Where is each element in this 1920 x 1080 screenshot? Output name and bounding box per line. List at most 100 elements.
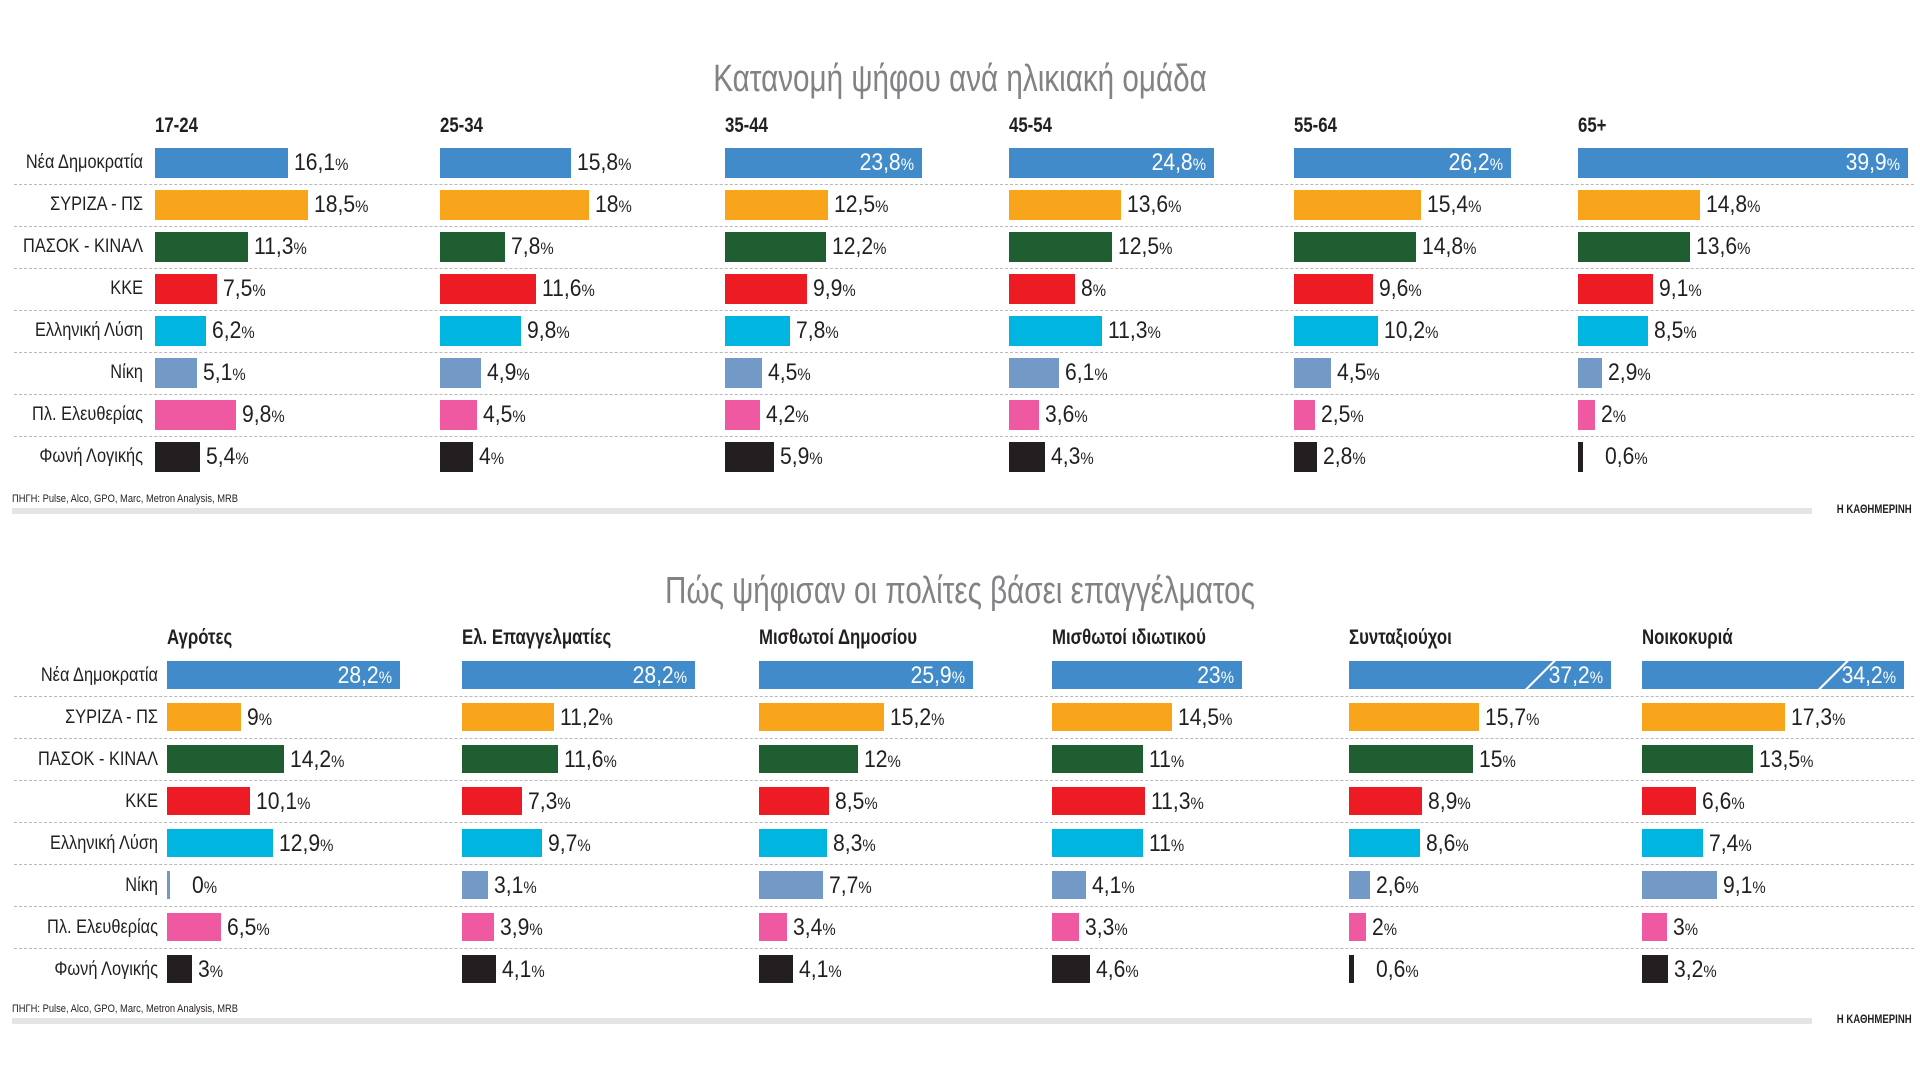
data-label: 2,8% bbox=[1323, 445, 1366, 469]
bar-5-4 bbox=[1642, 829, 1703, 857]
data-label: 7,7% bbox=[829, 874, 872, 898]
data-label-unit: % bbox=[252, 281, 266, 300]
data-label: 18,5% bbox=[314, 193, 368, 217]
data-label-number: 6,6 bbox=[1702, 788, 1732, 815]
bar-2-6 bbox=[725, 400, 760, 430]
bar-4-3 bbox=[1294, 274, 1373, 304]
data-label-number: 5,4 bbox=[206, 443, 236, 470]
data-label-unit: % bbox=[1121, 878, 1135, 897]
bar-3-6 bbox=[1009, 400, 1039, 430]
data-label: 2,5% bbox=[1321, 403, 1364, 427]
data-label-unit: % bbox=[828, 962, 842, 981]
party-label: Φωνή Λογικής bbox=[54, 959, 158, 980]
data-label: 12,5% bbox=[1118, 235, 1172, 259]
bar-2-4 bbox=[759, 829, 827, 857]
data-label-number: 11,3 bbox=[1151, 788, 1191, 815]
data-label-unit: % bbox=[1352, 449, 1366, 468]
data-label-unit: % bbox=[1589, 668, 1603, 687]
data-label-number: 37,2 bbox=[1548, 662, 1590, 689]
data-label: 25,9% bbox=[784, 664, 965, 688]
bar-2-4 bbox=[725, 316, 790, 346]
data-label-number: 9,8 bbox=[242, 401, 272, 428]
data-label-number: 6,2 bbox=[212, 317, 242, 344]
bar-0-4 bbox=[167, 829, 273, 857]
data-label: 4,5% bbox=[483, 403, 526, 427]
row-divider bbox=[14, 822, 1914, 823]
data-label: 5,4% bbox=[206, 445, 249, 469]
data-label: 39,9% bbox=[1617, 151, 1900, 175]
data-label: 3,3% bbox=[1085, 916, 1128, 940]
party-label: Πλ. Ελευθερίας bbox=[32, 404, 143, 425]
data-label: 14,2% bbox=[290, 748, 344, 772]
data-label-unit: % bbox=[531, 962, 545, 981]
data-label-number: 4,1 bbox=[799, 956, 829, 983]
bar-4-5 bbox=[1349, 871, 1370, 899]
data-label-number: 3 bbox=[1673, 914, 1685, 941]
data-label-unit: % bbox=[1688, 281, 1702, 300]
data-label: 10,2% bbox=[1384, 319, 1438, 343]
data-label-number: 8,5 bbox=[835, 788, 865, 815]
bar-3-1 bbox=[1052, 703, 1172, 731]
data-label-number: 15 bbox=[1479, 746, 1503, 773]
bar-1-7 bbox=[440, 442, 473, 472]
data-label: 16,1% bbox=[294, 151, 348, 175]
bar-1-4 bbox=[440, 316, 521, 346]
data-label-unit: % bbox=[1425, 323, 1439, 342]
data-label-unit: % bbox=[1463, 239, 1477, 258]
data-label: 9,8% bbox=[242, 403, 285, 427]
bar-3-2 bbox=[1009, 232, 1112, 262]
data-label-unit: % bbox=[1125, 962, 1139, 981]
data-label-unit: % bbox=[235, 449, 249, 468]
data-label: 12,9% bbox=[279, 832, 333, 856]
data-label-number: 7,7 bbox=[829, 872, 859, 899]
bar-0-5 bbox=[167, 871, 170, 899]
bar-0-7 bbox=[167, 955, 192, 983]
data-label-unit: % bbox=[1468, 197, 1482, 216]
data-label: 37,2% bbox=[1379, 664, 1603, 688]
data-label: 4,5% bbox=[768, 361, 811, 385]
bar-4-1 bbox=[1294, 190, 1421, 220]
data-label-number: 26,2 bbox=[1448, 149, 1490, 176]
bar-5-5 bbox=[1642, 871, 1717, 899]
data-label: 9,6% bbox=[1379, 277, 1422, 301]
bar-5-1 bbox=[1578, 190, 1700, 220]
bar-2-0 bbox=[725, 148, 922, 178]
bar-3-7 bbox=[1009, 442, 1045, 472]
data-label-unit: % bbox=[258, 710, 273, 729]
data-label-number: 2,8 bbox=[1323, 443, 1353, 470]
data-label-unit: % bbox=[822, 920, 836, 939]
bar-3-3 bbox=[1009, 274, 1075, 304]
data-label-number: 18,5 bbox=[314, 191, 356, 218]
data-label-number: 3 bbox=[198, 956, 210, 983]
data-label: 6,1% bbox=[1065, 361, 1108, 385]
data-label: 23% bbox=[1074, 664, 1234, 688]
data-label-unit: % bbox=[887, 752, 901, 771]
data-label-number: 0,6 bbox=[1376, 956, 1406, 983]
data-label-number: 15,2 bbox=[890, 704, 932, 731]
data-label-unit: % bbox=[1455, 836, 1469, 855]
data-label-unit: % bbox=[1350, 407, 1364, 426]
bar-0-3 bbox=[155, 274, 217, 304]
row-divider bbox=[14, 906, 1914, 907]
data-label: 6,5% bbox=[227, 916, 270, 940]
data-label: 13,6% bbox=[1127, 193, 1181, 217]
data-label-number: 10,1 bbox=[256, 788, 298, 815]
data-label-unit: % bbox=[1383, 920, 1398, 939]
data-label: 3,2% bbox=[1674, 958, 1717, 982]
data-label-number: 15,4 bbox=[1427, 191, 1469, 218]
data-label-unit: % bbox=[512, 407, 526, 426]
bar-5-5 bbox=[1578, 358, 1602, 388]
data-label-number: 12 bbox=[864, 746, 888, 773]
bar-1-2 bbox=[462, 745, 558, 773]
data-label-number: 9,7 bbox=[548, 830, 578, 857]
data-label: 9,7% bbox=[548, 832, 591, 856]
data-label: 4% bbox=[479, 445, 504, 469]
bar-0-0 bbox=[155, 148, 288, 178]
data-label: 3,9% bbox=[500, 916, 543, 940]
group-header: Νοικοκυριά bbox=[1642, 626, 1733, 649]
data-label-unit: % bbox=[900, 155, 914, 174]
group-header: 65+ bbox=[1578, 114, 1607, 137]
data-label-number: 16,1 bbox=[294, 149, 336, 176]
data-label-number: 39,9 bbox=[1845, 149, 1887, 176]
data-label: 2,6% bbox=[1376, 874, 1419, 898]
